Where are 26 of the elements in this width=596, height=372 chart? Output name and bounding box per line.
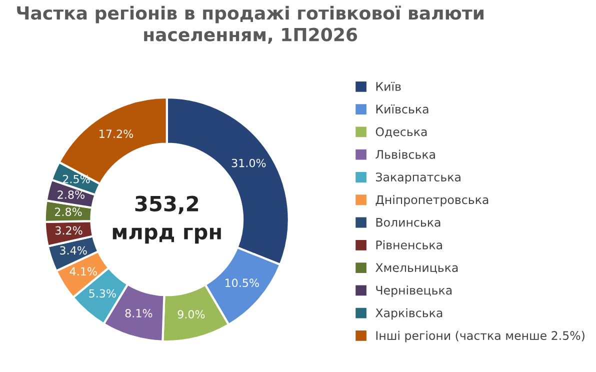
text: 353,2 млрд грн — [112, 196, 221, 244]
legend-label: Дніпропетровська — [376, 195, 488, 206]
data-label: 17.2% — [100, 130, 134, 138]
data-label: 31.0% — [232, 158, 266, 168]
data-label: 10.5% — [225, 278, 259, 288]
data-label: 9.0% — [178, 310, 205, 319]
data-label: 5.3% — [89, 289, 116, 298]
legend-label: Рівненська — [376, 240, 442, 250]
legend-label: Київська — [376, 104, 428, 114]
legend-label: Київ — [376, 82, 401, 91]
data-label: 2.8% — [54, 208, 82, 216]
data-label: 3.2% — [56, 226, 82, 235]
data-label: 4.1% — [70, 267, 97, 276]
legend-label: Харківська — [376, 308, 442, 320]
chart-title: Частка регіонів в продажі готівкової валюти населенням, 1П2026 — [17, 6, 484, 44]
legend-label: Чернівецька — [376, 286, 452, 297]
data-label: 8.1% — [125, 309, 152, 318]
data-label: 2.8% — [58, 190, 84, 199]
legend-label: Львівська — [376, 150, 435, 159]
data-label: 3.4% — [60, 246, 87, 255]
legend-label: Закарпатська — [376, 172, 460, 184]
data-label: 2.5% — [62, 174, 90, 184]
legend-label: Волинська — [376, 218, 440, 227]
legend-label: Одеська — [376, 127, 427, 138]
legend-label: Хмельницька — [376, 263, 458, 274]
legend-label: Інші регіони (частка менше 2.5%) — [376, 330, 584, 342]
